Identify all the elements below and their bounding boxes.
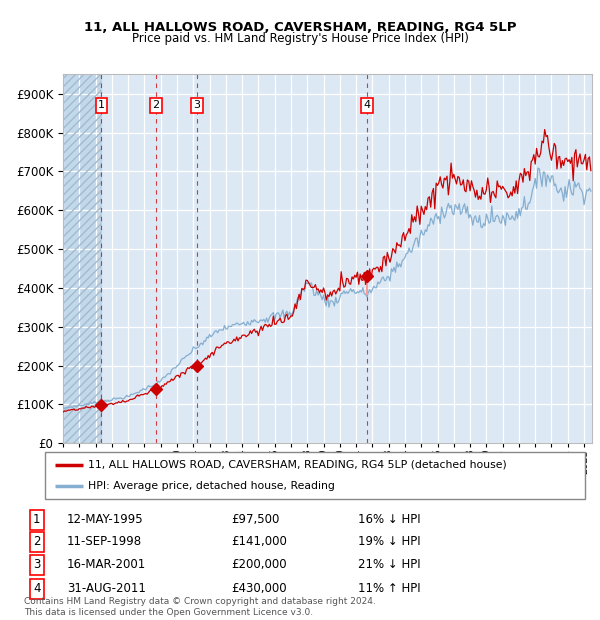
Bar <box>63 74 101 443</box>
FancyBboxPatch shape <box>45 452 585 499</box>
Text: 16-MAR-2001: 16-MAR-2001 <box>67 559 146 572</box>
Text: 11-SEP-1998: 11-SEP-1998 <box>67 535 142 548</box>
Text: 11, ALL HALLOWS ROAD, CAVERSHAM, READING, RG4 5LP: 11, ALL HALLOWS ROAD, CAVERSHAM, READING… <box>84 21 516 34</box>
Text: 11, ALL HALLOWS ROAD, CAVERSHAM, READING, RG4 5LP (detached house): 11, ALL HALLOWS ROAD, CAVERSHAM, READING… <box>88 459 507 470</box>
Text: Price paid vs. HM Land Registry's House Price Index (HPI): Price paid vs. HM Land Registry's House … <box>131 32 469 45</box>
Text: HPI: Average price, detached house, Reading: HPI: Average price, detached house, Read… <box>88 481 335 492</box>
Text: 2: 2 <box>33 535 41 548</box>
Text: £430,000: £430,000 <box>231 582 287 595</box>
Bar <box>63 74 101 443</box>
Text: £97,500: £97,500 <box>231 513 279 526</box>
Text: 12-MAY-1995: 12-MAY-1995 <box>67 513 143 526</box>
Text: 2: 2 <box>152 100 159 110</box>
Text: £200,000: £200,000 <box>231 559 287 572</box>
Text: 31-AUG-2011: 31-AUG-2011 <box>67 582 146 595</box>
Text: 4: 4 <box>33 582 41 595</box>
Text: 1: 1 <box>33 513 41 526</box>
Text: 19% ↓ HPI: 19% ↓ HPI <box>358 535 420 548</box>
Text: 11% ↑ HPI: 11% ↑ HPI <box>358 582 420 595</box>
Text: £141,000: £141,000 <box>231 535 287 548</box>
Text: 16% ↓ HPI: 16% ↓ HPI <box>358 513 420 526</box>
Text: 3: 3 <box>33 559 40 572</box>
Text: 4: 4 <box>364 100 371 110</box>
Text: 3: 3 <box>193 100 200 110</box>
Text: Contains HM Land Registry data © Crown copyright and database right 2024.
This d: Contains HM Land Registry data © Crown c… <box>24 598 376 617</box>
Text: 21% ↓ HPI: 21% ↓ HPI <box>358 559 420 572</box>
Text: 1: 1 <box>98 100 105 110</box>
